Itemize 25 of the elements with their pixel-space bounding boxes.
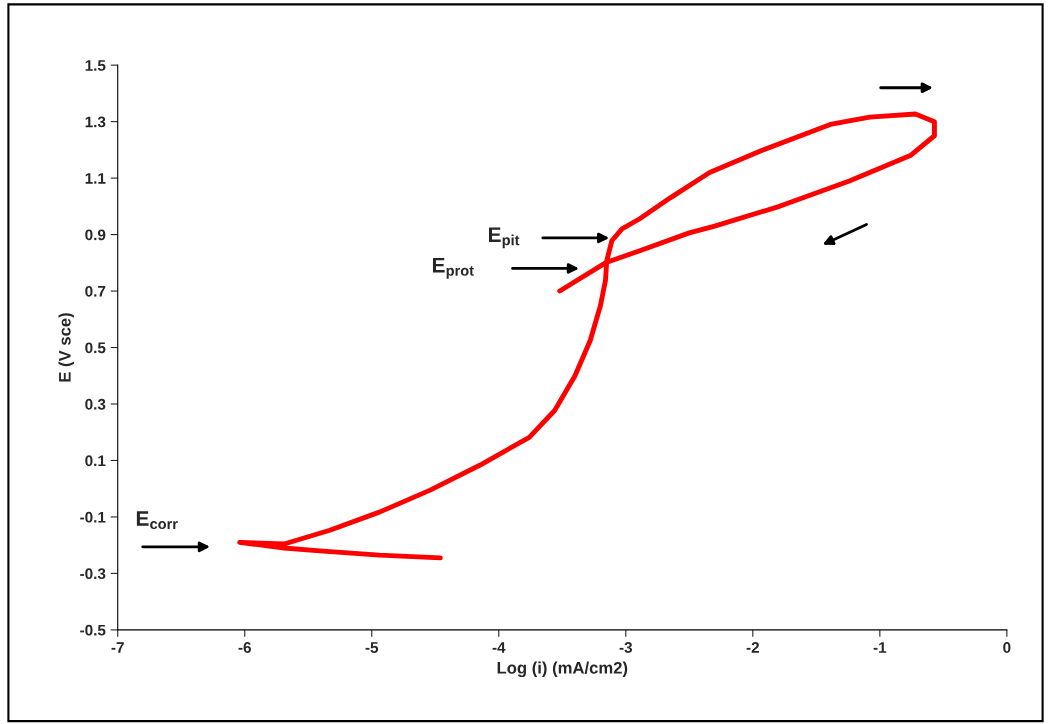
y-tick-label: -0.1 (80, 511, 106, 523)
line-series (237, 111, 937, 561)
x-tick-label: -2 (746, 642, 759, 653)
x-tick-label: -6 (238, 642, 251, 653)
y-tick-label: -0.3 (80, 568, 106, 580)
y-tick-label: 0.5 (85, 342, 106, 354)
annotation: E$_{corr}$ (136, 511, 178, 530)
y-tick-label: 0.1 (85, 455, 106, 467)
x-tick-label: -5 (365, 642, 379, 653)
y-tick-label: 0.3 (85, 398, 106, 410)
x-axis-title: Log (i) (mA/cm2) (497, 661, 628, 678)
x-tick-label: -7 (111, 642, 124, 653)
y-tick-label: 0.9 (85, 229, 106, 241)
y-tick-label: 1.5 (85, 60, 106, 71)
x-tick-label: -3 (619, 642, 633, 653)
y-tick-label: 1.3 (85, 116, 106, 128)
annotation: E$_{pit}$ (488, 227, 520, 249)
y-tick-label: -0.5 (80, 624, 106, 636)
y-tick-label: 1.1 (85, 173, 106, 184)
y-axis-title: E (V sce) (58, 313, 75, 382)
x-tick-label: -1 (873, 642, 887, 653)
x-tick-label: 0 (1003, 642, 1011, 653)
x-tick-label: -4 (492, 642, 506, 653)
y-tick-label: 0.7 (85, 285, 106, 297)
annotation: E$_{prot}$ (432, 258, 474, 279)
